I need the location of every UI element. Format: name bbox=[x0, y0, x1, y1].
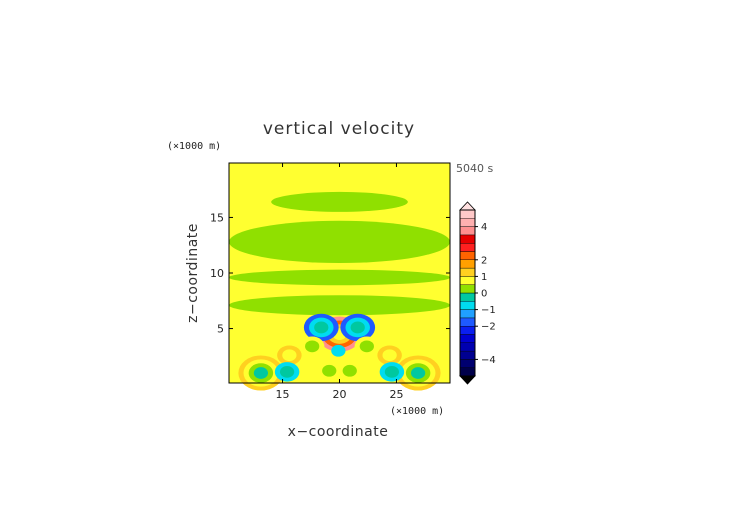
x-tick-label-1: 20 bbox=[333, 388, 347, 401]
colorbar-segment-12 bbox=[459, 267, 476, 277]
colorbar-segment-16 bbox=[459, 234, 476, 244]
colorbar-segment-18 bbox=[459, 218, 476, 227]
colorbar-segment-11 bbox=[459, 276, 476, 285]
field-core-11-ring-1 bbox=[384, 366, 400, 378]
colorbar-tick-label-6: −4 bbox=[481, 355, 496, 366]
field-core-6-ring-1 bbox=[282, 349, 297, 362]
field-bands bbox=[229, 191, 450, 316]
colorbar-segment-3 bbox=[459, 342, 476, 352]
y-unit-label: (×1000 m) bbox=[167, 141, 221, 152]
colorbar-segment-13 bbox=[459, 259, 476, 269]
colorbar-tick-label-5: −2 bbox=[481, 322, 496, 333]
y-tick-label-2: 15 bbox=[210, 211, 224, 224]
colorbar-segment-14 bbox=[459, 251, 476, 261]
colorbar-segment-17 bbox=[459, 226, 476, 236]
y-axis-label: z−coordinate bbox=[185, 223, 201, 323]
y-tick-label-0: 5 bbox=[217, 323, 224, 336]
colorbar-segment-4 bbox=[459, 334, 476, 344]
colorbar-segment-8 bbox=[459, 301, 476, 310]
colorbar-segment-9 bbox=[459, 292, 476, 302]
x-axis-label: x−coordinate bbox=[288, 424, 389, 440]
colorbar-tick-label-2: 1 bbox=[481, 272, 487, 283]
field-core-5-ring-1 bbox=[359, 340, 374, 353]
field-band-3 bbox=[229, 295, 450, 316]
field-core-2-ring-2 bbox=[350, 321, 365, 334]
field-core-7-ring-1 bbox=[382, 349, 397, 362]
field-core-9-ring-3 bbox=[410, 367, 426, 379]
colorbar-segment-5 bbox=[459, 326, 476, 335]
colorbar-extend-top bbox=[459, 201, 476, 211]
colorbar-extend-bottom bbox=[459, 375, 476, 385]
time-label: 5040 s bbox=[456, 162, 493, 175]
colorbar-segment-15 bbox=[459, 242, 476, 252]
field-core-8-ring-3 bbox=[253, 367, 269, 379]
x-unit-label: (×1000 m) bbox=[390, 406, 444, 417]
field-band-1 bbox=[229, 220, 450, 263]
colorbar-segment-0 bbox=[459, 367, 476, 377]
y-tick-label-1: 10 bbox=[210, 267, 224, 280]
colorbar-segment-2 bbox=[459, 350, 476, 360]
field-band-0 bbox=[271, 191, 408, 212]
colorbar-tick-label-3: 0 bbox=[481, 289, 487, 300]
x-tick-label-0: 15 bbox=[276, 388, 290, 401]
x-tick-label-2: 25 bbox=[389, 388, 403, 401]
colorbar-segment-19 bbox=[459, 209, 476, 219]
colorbar-tick-label-4: −1 bbox=[481, 305, 496, 316]
colorbar-segment-1 bbox=[459, 359, 476, 368]
field-core-1-ring-2 bbox=[314, 321, 329, 334]
field-core-10-ring-1 bbox=[279, 366, 295, 378]
colorbar-segment-6 bbox=[459, 317, 476, 327]
field-core-12-ring-0 bbox=[322, 364, 337, 377]
x-axis: 15 20 25 bbox=[276, 163, 403, 401]
field-core-3-ring-0 bbox=[331, 344, 346, 357]
chart-title: vertical velocity bbox=[263, 119, 415, 139]
colorbar-tick-label-0: 4 bbox=[481, 222, 487, 233]
field-cores bbox=[238, 313, 441, 391]
y-axis: 5 10 15 bbox=[210, 211, 450, 336]
field-band-2 bbox=[229, 269, 450, 286]
colorbar-tick-label-1: 2 bbox=[481, 255, 487, 266]
field-core-4-ring-1 bbox=[305, 340, 320, 353]
plot-area bbox=[228, 162, 451, 391]
colorbar-segment-10 bbox=[459, 284, 476, 294]
colorbar: 4 2 1 0 −1 −2 −4 bbox=[459, 201, 496, 385]
colorbar-segment-7 bbox=[459, 309, 476, 319]
field-core-13-ring-0 bbox=[342, 364, 357, 377]
